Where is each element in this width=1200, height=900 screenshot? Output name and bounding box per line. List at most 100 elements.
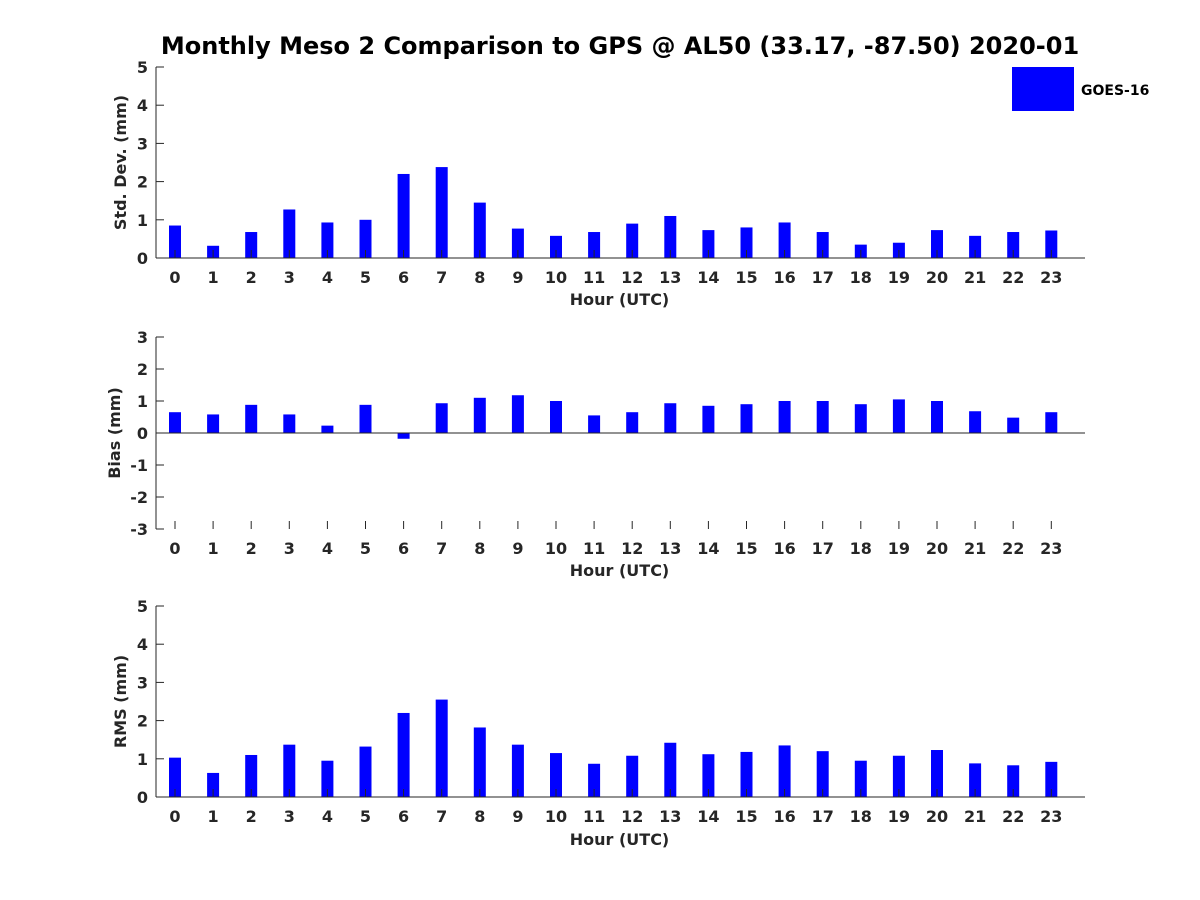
bar-hour-16 [778,222,791,258]
x-tick-label: 3 [284,807,295,826]
x-tick-label: 14 [697,268,719,287]
bar-hour-4 [321,425,334,433]
bar-hour-11 [588,763,601,797]
x-tick-label: 21 [964,268,986,287]
y-axis-label: Std. Dev. (mm) [111,95,130,230]
y-tick-label: 1 [137,750,148,769]
bar-hour-6 [397,712,410,797]
bar-hour-3 [283,414,296,433]
bar-hour-6 [397,173,410,258]
bar-hour-7 [435,699,448,797]
bar-hour-5 [359,404,372,433]
y-tick-label: 5 [137,597,148,616]
bar-hour-8 [473,202,486,258]
x-tick-label: 17 [812,807,834,826]
bar-hour-13 [664,215,677,258]
x-tick-label: 2 [246,807,257,826]
x-tick-label: 13 [659,807,681,826]
x-tick-label: 15 [735,539,757,558]
x-tick-label: 21 [964,539,986,558]
x-axis-label: Hour (UTC) [570,561,670,580]
x-tick-label: 6 [398,807,409,826]
y-tick-label: 3 [137,134,148,153]
x-tick-label: 11 [583,807,605,826]
bar-hour-0 [169,225,181,258]
x-tick-label: 4 [322,268,333,287]
bar-hour-13 [664,403,677,433]
bar-hour-6 [397,433,410,439]
bar-hour-18 [854,760,867,797]
x-tick-label: 3 [284,539,295,558]
x-tick-label: 13 [659,268,681,287]
bar-hour-5 [359,746,372,797]
y-tick-label: 0 [137,788,148,807]
x-tick-label: 11 [583,268,605,287]
bar-hour-22 [1007,765,1020,797]
x-tick-label: 2 [246,268,257,287]
bar-hour-18 [854,404,867,433]
x-tick-label: 1 [208,268,219,287]
x-tick-label: 8 [474,539,485,558]
x-tick-label: 5 [360,268,371,287]
x-tick-label: 16 [773,539,795,558]
x-tick-label: 18 [850,539,872,558]
bar-hour-23 [1045,761,1058,797]
x-tick-label: 16 [773,807,795,826]
x-tick-label: 22 [1002,539,1024,558]
y-tick-label: 0 [137,249,148,268]
x-tick-label: 23 [1040,807,1062,826]
bar-hour-22 [1007,232,1020,258]
y-tick-label: 1 [137,392,148,411]
bar-hour-0 [169,757,181,797]
legend-swatch [1012,67,1074,111]
bar-hour-8 [473,397,486,433]
x-tick-label: 18 [850,268,872,287]
bar-hour-14 [702,754,715,797]
x-tick-label: 17 [812,268,834,287]
bar-hour-15 [740,227,753,258]
y-axis-label: RMS (mm) [111,655,130,748]
x-tick-label: 6 [398,268,409,287]
x-tick-label: 9 [512,539,523,558]
x-tick-label: 0 [169,268,180,287]
x-tick-label: 5 [360,807,371,826]
x-tick-label: 19 [888,539,910,558]
x-tick-label: 14 [697,807,719,826]
bar-hour-7 [435,167,448,258]
x-tick-label: 19 [888,807,910,826]
y-tick-label: 2 [137,360,148,379]
x-axis-label: Hour (UTC) [570,290,670,309]
x-tick-label: 10 [545,807,567,826]
bar-hour-23 [1045,412,1058,433]
y-tick-label: -3 [130,520,148,539]
bar-hour-17 [816,751,829,797]
bar-hour-16 [778,401,791,433]
bar-hour-14 [702,405,715,433]
x-tick-label: 4 [322,807,333,826]
y-tick-label: 0 [137,424,148,443]
bar-hour-20 [931,230,943,258]
x-tick-label: 0 [169,807,180,826]
x-tick-label: 23 [1040,268,1062,287]
y-axis-label: Bias (mm) [105,387,124,479]
x-tick-label: 4 [322,539,333,558]
x-tick-label: 18 [850,807,872,826]
bar-hour-20 [931,750,943,797]
x-tick-label: 17 [812,539,834,558]
x-tick-label: 6 [398,539,409,558]
x-tick-label: 2 [246,539,257,558]
bar-hour-4 [321,222,334,258]
y-tick-label: 3 [137,328,148,347]
bar-hour-13 [664,742,677,797]
figure-title: Monthly Meso 2 Comparison to GPS @ AL50 … [161,32,1079,60]
bar-hour-1 [207,772,220,797]
bar-hour-5 [359,219,372,258]
x-tick-label: 19 [888,268,910,287]
x-tick-label: 12 [621,268,643,287]
x-tick-label: 7 [436,268,447,287]
y-tick-label: 5 [137,58,148,77]
y-tick-label: 1 [137,211,148,230]
x-tick-label: 15 [735,807,757,826]
